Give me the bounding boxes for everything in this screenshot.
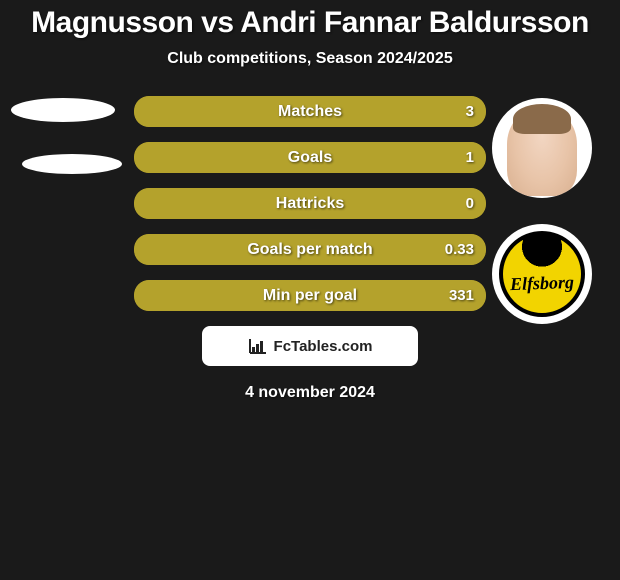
bar-chart-icon [248,337,268,355]
placeholder-ellipse [11,98,115,122]
right-club-badge: Elfsborg [492,224,592,324]
attribution-badge: FcTables.com [202,326,418,366]
stat-bar: Goals per match 0.33 [134,234,486,265]
attribution-text: FcTables.com [274,338,373,355]
stat-value-right: 0.33 [445,241,474,258]
stat-value-right: 1 [466,149,474,166]
stat-label: Min per goal [263,287,357,305]
right-player-avatar [492,98,592,198]
comparison-content: Elfsborg Matches 3 Goals 1 Hattricks 0 Goals p… [0,96,620,311]
comparison-bars: Matches 3 Goals 1 Hattricks 0 Goals per match 0… [134,96,486,311]
club-badge-icon: Elfsborg [499,231,585,317]
stat-label: Matches [278,103,342,121]
stat-value-right: 0 [466,195,474,212]
placeholder-ellipse [22,154,122,174]
stat-bar: Goals 1 [134,142,486,173]
subtitle: Club competitions, Season 2024/2025 [0,50,620,68]
stat-value-right: 331 [449,287,474,304]
right-player-column: Elfsborg [492,98,598,324]
stat-bar: Hattricks 0 [134,188,486,219]
stat-value-right: 3 [466,103,474,120]
page-title: Magnusson vs Andri Fannar Baldursson [0,0,620,40]
stat-label: Hattricks [276,195,344,213]
date-label: 4 november 2024 [0,384,620,402]
stat-label: Goals [288,149,332,167]
left-player-avatar-placeholder [10,98,115,174]
stat-bar: Matches 3 [134,96,486,127]
club-badge-text: Elfsborg [503,272,582,296]
stat-label: Goals per match [247,241,372,259]
avatar-face-icon [507,110,577,196]
stat-bar: Min per goal 331 [134,280,486,311]
avatar-hair-icon [513,104,571,134]
